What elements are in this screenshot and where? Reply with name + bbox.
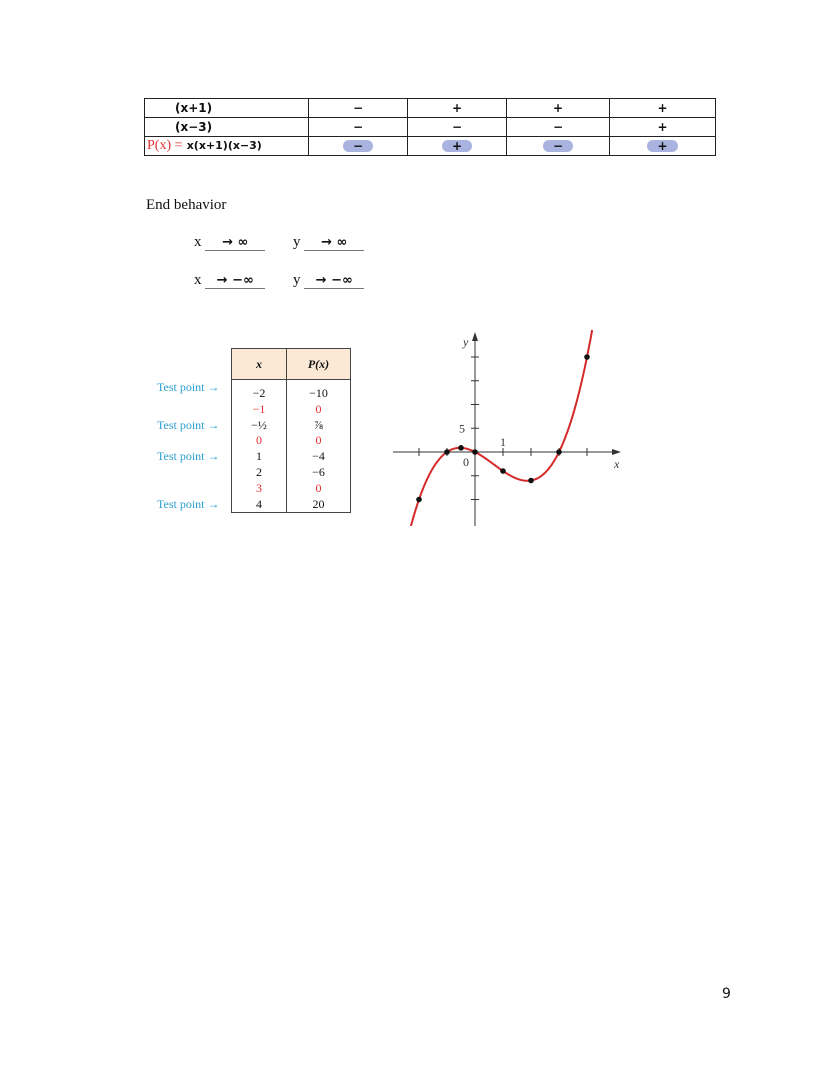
y-axis-label: y — [462, 335, 469, 349]
highlighted-sign: + — [441, 140, 473, 152]
value-table: x P(x) −2 −10 −1 0 −½ ⅞ 0 0 1 −4 2 −6 3 0 4 20 — [231, 348, 351, 514]
cell-p: 0 — [286, 433, 351, 450]
row-label: (x−3) — [144, 117, 309, 137]
x-axis-label: x — [613, 457, 620, 471]
table-row: −½ ⅞ — [231, 417, 351, 434]
sign-cell: − — [308, 117, 408, 137]
cell-x: 1 — [231, 449, 287, 465]
cell-x: −2 — [231, 379, 287, 402]
sign-cell: − — [308, 98, 408, 118]
p-of-x-label: P(x) = — [147, 138, 183, 153]
data-point — [528, 477, 534, 484]
highlighted-sign: + — [647, 140, 678, 152]
cell-p: −10 — [286, 379, 351, 402]
cell-p: 0 — [286, 480, 351, 497]
polynomial-curve — [409, 330, 594, 526]
page-number: 9 — [722, 986, 731, 1002]
data-point — [458, 445, 464, 451]
sign-table: (x+1) − + + + (x−3) − − − + P(x) = x(x+1… — [144, 98, 716, 156]
end-behavior-row: x → −∞ y → −∞ — [194, 272, 365, 289]
table-row: (x+1) − + + + — [144, 98, 716, 118]
x-tick-label: 1 — [500, 435, 506, 449]
sign-cell: − — [506, 117, 610, 137]
sign-cell: + — [609, 117, 716, 137]
cell-x: 4 — [231, 496, 287, 514]
table-row: 4 20 — [231, 496, 351, 514]
sign-cell: − — [506, 136, 610, 156]
test-point-label: Test point → — [157, 449, 220, 464]
table-row: (x−3) − − − + — [144, 117, 716, 137]
cell-p: −4 — [286, 449, 351, 465]
sign-cell: − — [407, 117, 507, 137]
y-label: y — [293, 234, 301, 250]
sign-cell: + — [407, 98, 507, 118]
test-point-label: Test point → — [157, 380, 220, 394]
highlighted-sign: − — [542, 140, 574, 152]
data-point — [472, 449, 478, 455]
cell-p: 0 — [286, 401, 351, 418]
cell-p: 20 — [286, 496, 351, 514]
table-row: P(x) = x(x+1)(x−3) − + − + — [144, 136, 716, 156]
table-row: −1 0 — [231, 401, 351, 418]
test-point-label: Test point → — [157, 496, 220, 511]
cell-p: −6 — [286, 464, 351, 481]
y-value: → ∞ — [304, 235, 365, 251]
x-axis-arrow — [612, 449, 621, 455]
sign-cell: + — [407, 136, 507, 156]
end-behavior-row: x → ∞ y → ∞ — [194, 234, 365, 251]
table-row: −2 −10 — [231, 379, 351, 402]
highlighted-sign: − — [342, 140, 374, 152]
x-value: → −∞ — [205, 273, 266, 289]
table-row: 1 −4 — [231, 449, 351, 465]
y-tick-label: 5 — [459, 421, 465, 435]
test-point-label: Test point → — [157, 417, 220, 432]
cell-x: 0 — [231, 433, 287, 450]
y-value: → −∞ — [304, 273, 365, 289]
x-value: → ∞ — [205, 235, 266, 251]
y-axis-arrow — [472, 332, 478, 341]
data-point — [584, 354, 590, 360]
cell-p: ⅞ — [286, 417, 351, 434]
sign-cell: − — [308, 136, 408, 156]
cell-x: −1 — [231, 401, 287, 418]
header-x: x — [231, 348, 287, 380]
cell-x: 3 — [231, 480, 287, 497]
sign-cell: + — [609, 98, 716, 118]
sign-cell: + — [609, 136, 716, 156]
data-point — [416, 496, 422, 503]
row-label: (x+1) — [144, 98, 309, 118]
p-of-x-expression: x(x+1)(x−3) — [186, 139, 262, 152]
origin-label: 0 — [463, 455, 469, 469]
sign-cell: + — [506, 98, 610, 118]
table-row: 2 −6 — [231, 464, 351, 481]
data-point — [556, 449, 562, 455]
y-label: y — [293, 272, 301, 288]
data-point — [500, 468, 506, 474]
header-p: P(x) — [286, 348, 351, 380]
cell-x: 2 — [231, 464, 287, 481]
row-label: P(x) = x(x+1)(x−3) — [144, 136, 309, 156]
x-label: x — [194, 234, 202, 250]
end-behavior-heading: End behavior — [146, 197, 227, 213]
cell-x: −½ — [231, 417, 287, 434]
polynomial-graph: y x 0 1 5 — [393, 330, 621, 526]
x-label: x — [194, 272, 202, 288]
data-point — [444, 449, 450, 455]
